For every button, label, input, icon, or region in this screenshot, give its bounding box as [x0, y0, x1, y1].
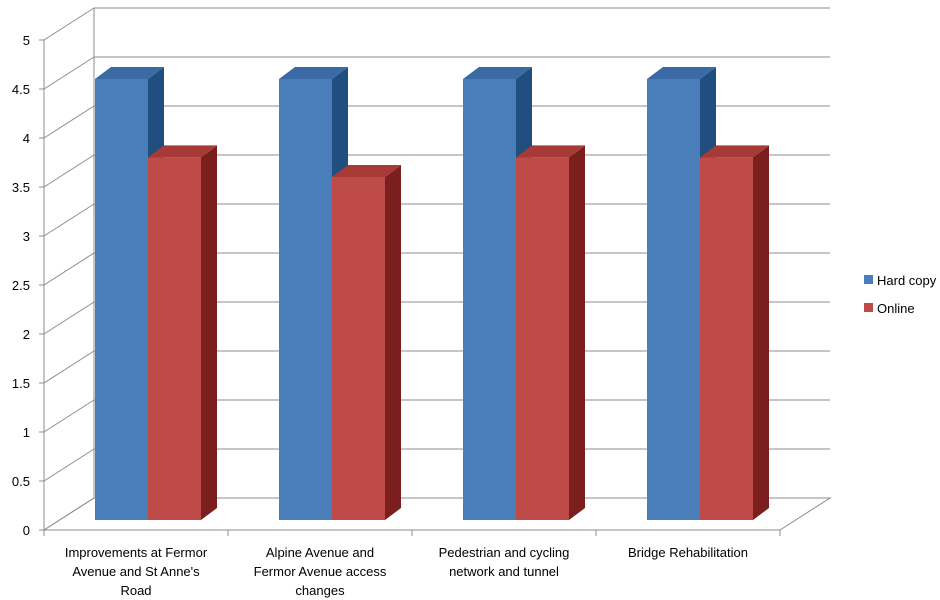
bar-front: [148, 157, 201, 520]
gridline-side: [43, 105, 95, 139]
bar-side: [385, 165, 401, 520]
bar-front: [516, 157, 569, 520]
x-category-labels: Improvements at Fermor Avenue and St Anne…: [65, 545, 748, 598]
y-tick-label: 4.5: [12, 82, 30, 97]
bar-side: [753, 145, 769, 520]
y-tick-labels: 0 0.5 1 1.5 2 2.5 3 3.5 4 4.5 5: [12, 33, 30, 538]
y-tick-label: 1.5: [12, 376, 30, 391]
bar-top: [95, 67, 164, 79]
x-category-label-line: Improvements at Fermor: [65, 545, 208, 560]
x-category-label: Pedestrian and cycling network and tunnel: [439, 545, 570, 579]
y-tick-label: 2.5: [12, 278, 30, 293]
gridline-side: [43, 497, 95, 531]
x-category-label-line: Fermor Avenue access: [254, 564, 387, 579]
x-category-label: Improvements at Fermor Avenue and St Anne…: [65, 545, 208, 598]
bar-front: [332, 177, 385, 520]
bar-front: [700, 157, 753, 520]
y-tick-label: 4: [23, 131, 30, 146]
y-tick-label: 1: [23, 425, 30, 440]
y-tick-label: 0: [23, 523, 30, 538]
bar: [516, 145, 585, 520]
bar-top: [516, 145, 585, 158]
bar-top: [279, 67, 348, 79]
bar: [700, 145, 769, 520]
bar-front: [279, 79, 332, 520]
gridline-side: [43, 301, 95, 335]
axes: [39, 8, 781, 536]
bar-side: [569, 145, 585, 520]
bar-top: [332, 165, 401, 177]
x-category-label-line: Pedestrian and cycling: [439, 545, 570, 560]
gridline-side: [43, 399, 95, 433]
x-category-label-line: Road: [120, 583, 151, 598]
gridline-side: [43, 203, 95, 237]
gridline-side: [43, 56, 95, 90]
y-tick-label: 3.5: [12, 180, 30, 195]
legend-label: Online: [877, 301, 915, 316]
gridline-side: [43, 7, 95, 41]
y-tick-label: 0.5: [12, 474, 30, 489]
bar-front: [647, 79, 700, 520]
bar-side: [201, 145, 217, 520]
bar-front: [463, 79, 516, 520]
legend-swatch: [864, 275, 873, 284]
bar: [332, 165, 401, 520]
bars: [95, 67, 769, 520]
legend-swatch: [864, 303, 873, 312]
legend: Hard copy Online: [864, 273, 937, 316]
x-category-label-line: Avenue and St Anne's: [72, 564, 200, 579]
bar-top: [148, 145, 217, 158]
x-category-label: Alpine Avenue and Fermor Avenue access cha…: [254, 545, 387, 598]
x-category-label-line: Alpine Avenue and: [266, 545, 374, 560]
gridline-side: [43, 448, 95, 482]
legend-label: Hard copy: [877, 273, 937, 288]
gridline-side: [43, 350, 95, 384]
bar-top: [647, 67, 716, 79]
y-tick-label: 3: [23, 229, 30, 244]
x-category-label: Bridge Rehabilitation: [628, 545, 748, 560]
bar: [148, 145, 217, 520]
y-tick-label: 5: [23, 33, 30, 48]
bar-top: [700, 145, 769, 158]
gridline-side: [43, 252, 95, 286]
y-tick-label: 2: [23, 327, 30, 342]
bar-top: [463, 67, 532, 79]
x-category-label-line: Bridge Rehabilitation: [628, 545, 748, 560]
gridline-side: [43, 154, 95, 188]
x-category-label-line: changes: [295, 583, 345, 598]
x-category-label-line: network and tunnel: [449, 564, 559, 579]
bar-front: [95, 79, 148, 520]
